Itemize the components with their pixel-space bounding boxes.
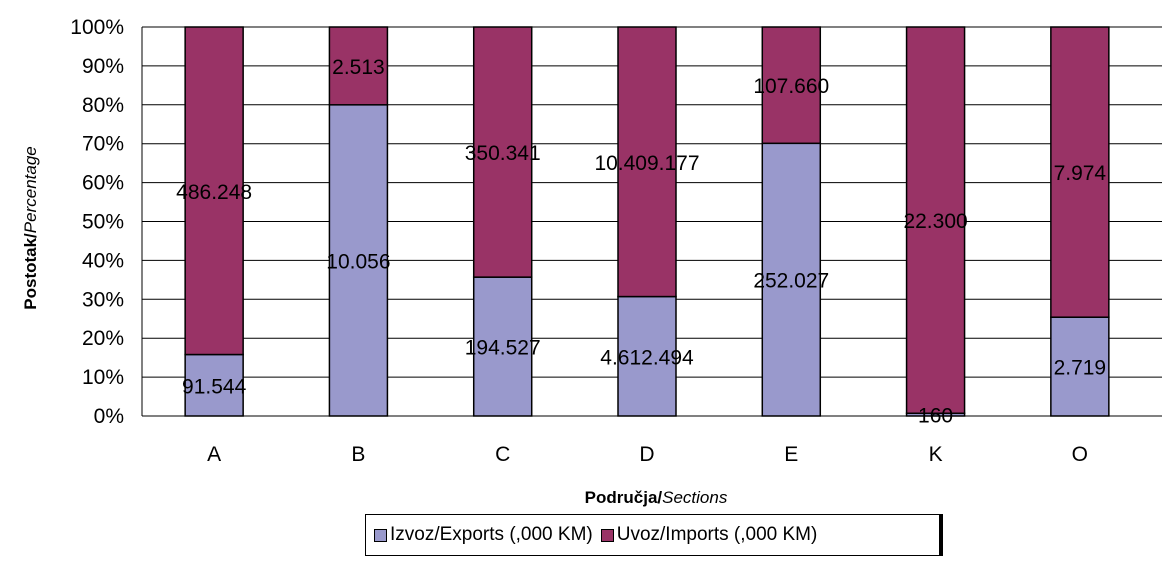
x-tick-label: K: [929, 443, 943, 466]
y-tick-label: 20%: [82, 327, 124, 350]
legend: Izvoz/Exports (,000 KM) Uvoz/Imports (,0…: [365, 514, 943, 556]
data-label-imports-O: 7.974: [1054, 162, 1107, 185]
x-tick-label: B: [351, 443, 365, 466]
data-label-exports-B: 10.056: [326, 250, 390, 273]
x-tick-label: A: [207, 443, 221, 466]
y-tick-label: 0%: [94, 405, 124, 428]
bar-exports-C: [472, 276, 533, 417]
data-label-imports-K: 22.300: [903, 210, 967, 233]
data-label-imports-A: 486.248: [176, 181, 252, 204]
legend-swatch-imports: [600, 528, 614, 542]
bar-imports-C: [472, 26, 533, 278]
legend-label-exports: Izvoz/Exports (,000 KM): [390, 524, 593, 545]
y-tick-label: 90%: [82, 55, 124, 78]
data-label-imports-E: 107.660: [753, 75, 829, 98]
bar-imports-B: [328, 26, 389, 106]
y-tick-label: 40%: [82, 249, 124, 272]
bar-imports-D: [617, 26, 677, 298]
bar-imports-E: [761, 26, 822, 145]
x-tick-label: E: [784, 443, 798, 466]
data-label-exports-E: 252.027: [753, 270, 829, 293]
y-tick-label: 70%: [82, 133, 124, 156]
bars: [184, 26, 1110, 417]
data-label-exports-O: 2.719: [1054, 357, 1107, 380]
bar-exports-O: [1050, 316, 1110, 417]
bar-exports-A: [184, 353, 244, 417]
x-tick-label: D: [639, 443, 654, 466]
y-tick-label: 30%: [82, 288, 124, 311]
legend-label-imports: Uvoz/Imports (,000 KM): [616, 524, 818, 545]
data-labels: 91.544 486.248 10.056 2.513 194.527 350.341 4.…: [176, 56, 1106, 428]
y-tick-label: 50%: [82, 211, 124, 234]
y-tick-label: 80%: [82, 94, 124, 117]
y-tick-label: 100%: [70, 16, 124, 39]
data-label-imports-C: 350.341: [465, 142, 541, 165]
data-label-exports-C: 194.527: [465, 337, 541, 360]
bar-imports-K: [905, 26, 966, 415]
data-label-imports-B: 2.513: [332, 56, 385, 79]
data-label-exports-A: 91.544: [182, 375, 247, 398]
data-label-imports-D: 10.409.177: [594, 152, 699, 175]
y-tick-label: 60%: [82, 172, 124, 195]
x-tick-label: C: [495, 443, 510, 466]
bar-exports-D: [617, 295, 677, 417]
bar-imports-O: [1050, 26, 1110, 318]
data-label-exports-K: 160: [918, 405, 953, 428]
legend-item-imports: Uvoz/Imports (,000 KM): [600, 524, 818, 546]
legend-swatch-exports: [374, 528, 387, 542]
x-tick-label: O: [1072, 443, 1088, 466]
y-axis-title: Postotak/Percentage: [21, 146, 40, 309]
x-axis-title: Područja/Sections: [585, 488, 728, 507]
bar-imports-A: [184, 26, 244, 356]
y-tick-label: 10%: [82, 366, 124, 389]
data-label-exports-D: 4.612.494: [600, 346, 694, 369]
y-axis-tick-labels: 0% 10% 20% 30% 40% 50% 60% 70% 80% 90% 100%: [70, 16, 124, 428]
legend-item-exports: Izvoz/Exports (,000 KM): [374, 524, 593, 546]
